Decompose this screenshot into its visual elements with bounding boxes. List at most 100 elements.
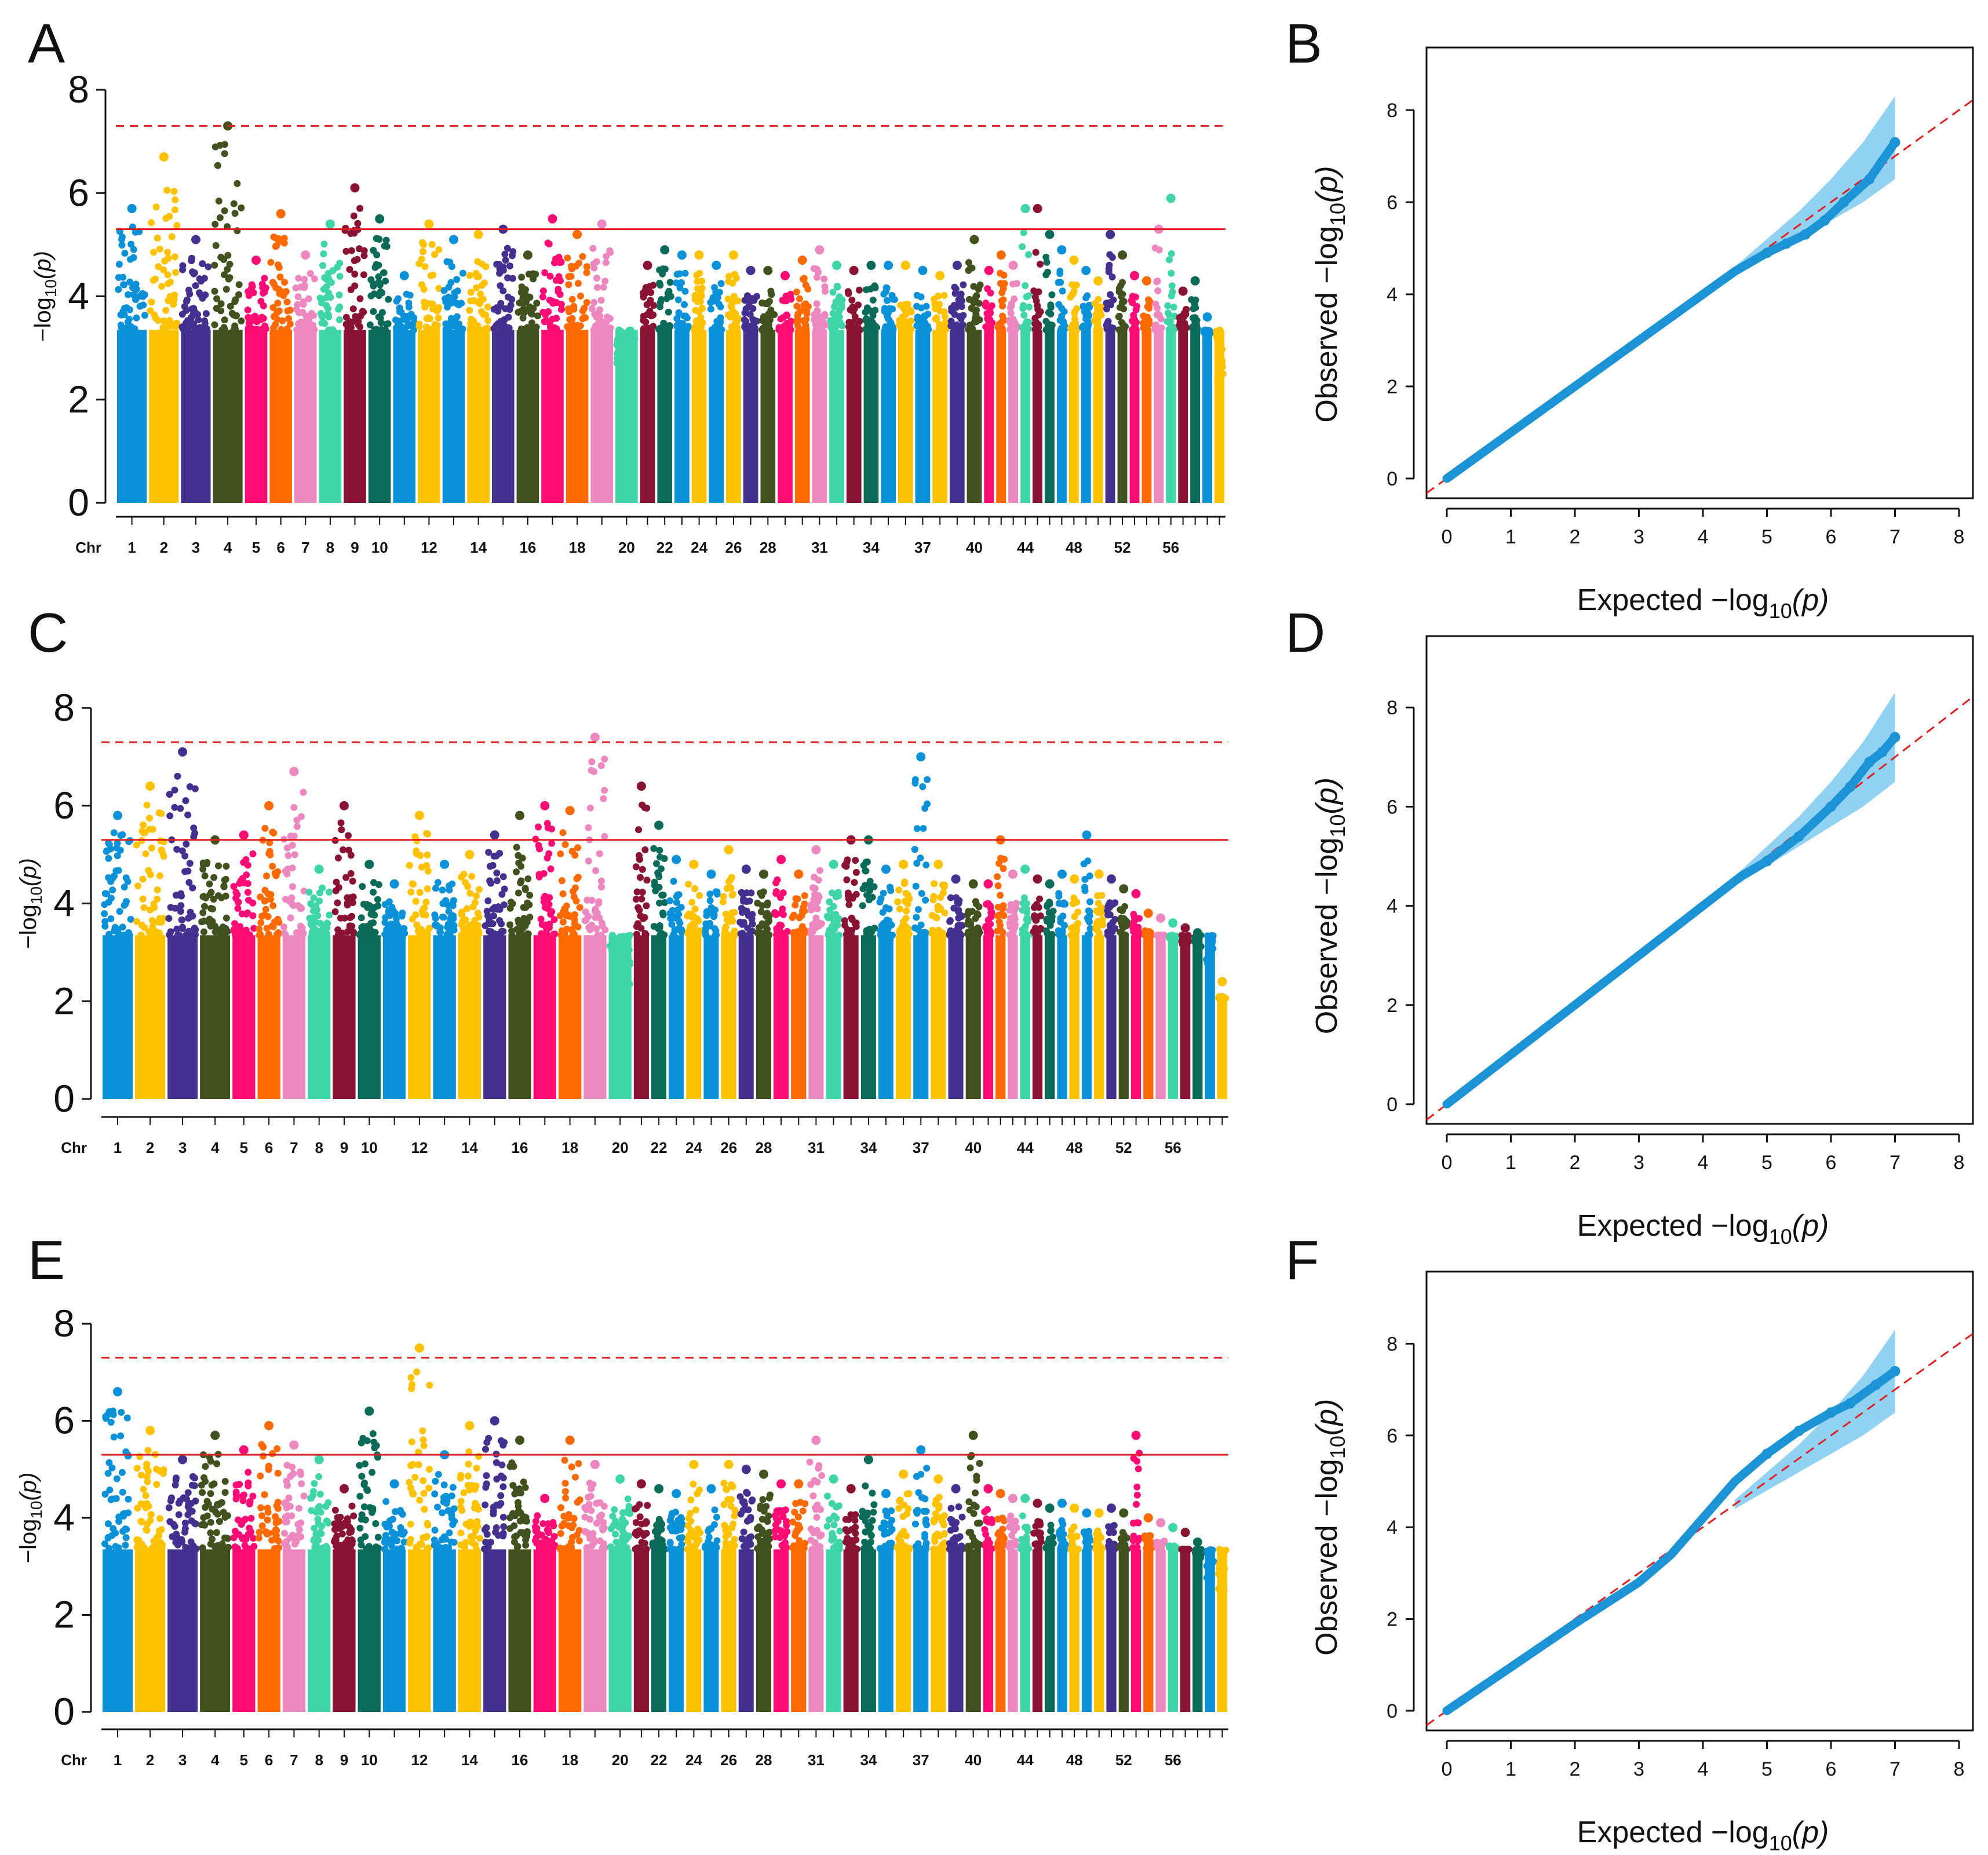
snp-point xyxy=(432,885,439,892)
snp-point xyxy=(601,277,609,285)
snp-point xyxy=(1146,298,1154,305)
chromosome-42-points xyxy=(994,250,1008,503)
snp-point xyxy=(642,285,650,293)
snp-point xyxy=(439,1509,446,1517)
snp-point xyxy=(413,849,420,857)
snp-point xyxy=(207,1490,214,1498)
snp-point xyxy=(597,297,605,304)
snp-point xyxy=(1169,933,1176,941)
snp-point xyxy=(545,240,553,248)
snp-point xyxy=(155,809,163,816)
chromosome-14-dense-band xyxy=(458,935,482,1099)
snp-point xyxy=(400,1538,408,1546)
snp-point xyxy=(522,904,530,911)
snp-point xyxy=(670,878,677,885)
chromosome-59-points xyxy=(1203,932,1217,1099)
chromosome-label: 6 xyxy=(265,1139,273,1156)
snp-point xyxy=(245,1479,252,1487)
snp-point xyxy=(602,259,610,266)
chromosome-48-points xyxy=(1067,874,1082,1099)
snp-point xyxy=(541,269,549,276)
snp-point xyxy=(185,286,192,294)
snp-point xyxy=(311,275,318,283)
snp-point xyxy=(749,305,757,312)
snp-point xyxy=(1094,892,1101,900)
chromosome-25-dense-band xyxy=(703,935,719,1099)
chromosome-37-peak xyxy=(916,752,926,762)
chromosome-54-dense-band xyxy=(1141,330,1152,503)
snp-point xyxy=(791,901,799,909)
chromosome-14-points xyxy=(458,850,483,1099)
snp-point xyxy=(362,1516,369,1524)
snp-point xyxy=(1111,899,1119,907)
snp-point xyxy=(320,319,327,326)
chromosome-6-points xyxy=(256,801,283,1099)
chromosome-40-dense-band xyxy=(966,330,982,503)
snp-point xyxy=(424,851,431,859)
snp-point xyxy=(351,271,359,278)
snp-point xyxy=(744,924,752,932)
chromosome-10-points xyxy=(366,214,392,503)
snp-point xyxy=(487,1539,494,1546)
snp-point xyxy=(147,906,154,914)
chromosome-45-points xyxy=(1030,204,1044,503)
snp-point xyxy=(601,787,608,794)
snp-point xyxy=(119,1528,127,1535)
snp-point xyxy=(471,1504,478,1511)
snp-point xyxy=(706,897,714,904)
snp-point xyxy=(455,320,463,328)
snp-point xyxy=(256,1528,263,1536)
snp-point xyxy=(921,319,928,326)
chromosome-label: 52 xyxy=(1114,539,1131,556)
snp-point xyxy=(508,928,516,935)
snp-point xyxy=(568,317,575,324)
chromosome-15-points xyxy=(481,1416,508,1712)
chromosome-19-peak xyxy=(590,732,600,742)
chromosome-17-peak xyxy=(540,801,550,810)
snp-point xyxy=(928,912,936,919)
snp-point xyxy=(731,271,738,278)
chromosome-label: 12 xyxy=(411,1139,428,1156)
chromosome-1-peak xyxy=(127,204,137,213)
snp-point xyxy=(965,928,972,936)
snp-point xyxy=(356,931,363,939)
snp-point xyxy=(472,899,479,906)
snp-point xyxy=(373,261,380,268)
snp-point xyxy=(746,299,753,306)
chromosome-20-points xyxy=(613,326,639,503)
chromosome-17-points xyxy=(532,801,559,1099)
snp-point xyxy=(522,1514,530,1521)
snp-point xyxy=(143,1473,151,1480)
chromosome-25-peak xyxy=(712,261,721,270)
chromosome-label: 37 xyxy=(913,1139,929,1156)
qq-x-tick-label: 1 xyxy=(1505,1152,1516,1174)
snp-point xyxy=(678,926,685,933)
qq-x-tick-label: 4 xyxy=(1698,526,1709,548)
snp-point xyxy=(835,915,842,922)
chromosome-53-dense-band xyxy=(1130,935,1141,1099)
snp-point xyxy=(1059,287,1066,295)
chromosome-17-points xyxy=(531,1494,559,1712)
panel-letter-b: B xyxy=(1285,13,1323,75)
snp-point xyxy=(729,298,737,306)
snp-point xyxy=(398,1544,406,1552)
snp-point xyxy=(162,306,170,314)
snp-point xyxy=(849,308,857,315)
snp-point xyxy=(148,844,155,852)
chromosome-18-dense-band xyxy=(559,935,582,1099)
snp-point xyxy=(453,300,461,308)
snp-point xyxy=(1122,931,1129,939)
snp-point xyxy=(417,1540,424,1547)
snp-point xyxy=(615,326,623,334)
snp-point xyxy=(1106,251,1114,258)
snp-point xyxy=(551,259,558,266)
snp-point xyxy=(836,313,843,321)
snp-point xyxy=(1021,894,1028,901)
chromosome-label: 5 xyxy=(252,539,260,556)
snp-point xyxy=(1158,324,1165,332)
chromosome-49-points xyxy=(1078,265,1093,503)
snp-point xyxy=(311,1480,318,1487)
snp-point xyxy=(416,889,424,896)
snp-point xyxy=(230,883,238,890)
